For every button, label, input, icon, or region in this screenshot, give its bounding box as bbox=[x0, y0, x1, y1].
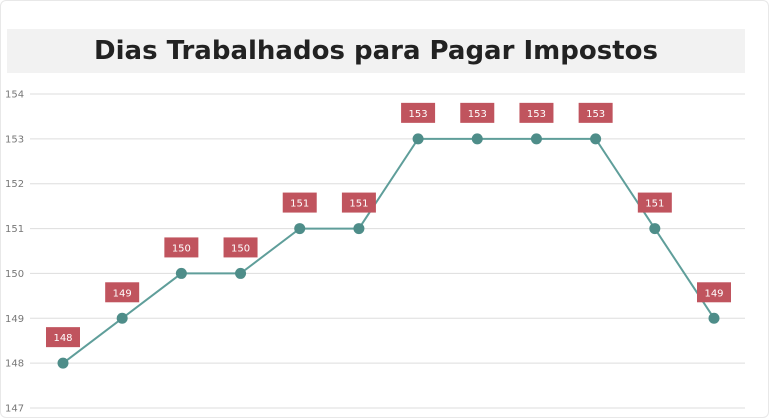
data-label-box bbox=[46, 327, 80, 348]
y-tick-label: 148 bbox=[5, 359, 24, 370]
data-label: 153 bbox=[468, 109, 487, 120]
data-point bbox=[649, 223, 661, 235]
data-label-box bbox=[105, 282, 140, 303]
data-point bbox=[235, 267, 247, 279]
data-label-box bbox=[282, 192, 317, 213]
data-label: 153 bbox=[409, 109, 428, 120]
y-tick-label: 147 bbox=[5, 404, 24, 415]
data-label: 150 bbox=[172, 243, 191, 254]
data-point bbox=[708, 312, 720, 324]
data-label: 150 bbox=[231, 243, 250, 254]
data-point bbox=[57, 357, 69, 369]
data-point bbox=[471, 133, 483, 145]
data-label-box bbox=[460, 102, 495, 123]
data-point bbox=[412, 133, 424, 145]
data-label: 149 bbox=[113, 288, 132, 299]
data-point bbox=[116, 312, 128, 324]
data-label: 153 bbox=[527, 109, 546, 120]
data-point bbox=[175, 267, 187, 279]
data-label: 151 bbox=[645, 199, 664, 210]
data-label-box bbox=[578, 102, 613, 123]
y-tick-label: 151 bbox=[5, 224, 24, 235]
data-label-box bbox=[164, 237, 199, 258]
data-label-box bbox=[401, 102, 436, 123]
data-label-box bbox=[519, 102, 554, 123]
chart-title-bar: Dias Trabalhados para Pagar Impostos bbox=[7, 29, 745, 73]
data-point bbox=[530, 133, 542, 145]
chart-title: Dias Trabalhados para Pagar Impostos bbox=[94, 36, 658, 66]
data-label: 151 bbox=[290, 199, 309, 210]
data-label: 151 bbox=[349, 199, 368, 210]
data-label-box bbox=[697, 282, 731, 303]
data-label: 153 bbox=[586, 109, 605, 120]
y-tick-label: 152 bbox=[5, 179, 24, 190]
data-point bbox=[353, 223, 365, 235]
data-point bbox=[590, 133, 602, 145]
data-label-box bbox=[341, 192, 376, 213]
y-tick-label: 149 bbox=[5, 314, 24, 325]
y-tick-label: 154 bbox=[5, 90, 24, 101]
data-label-box bbox=[637, 192, 672, 213]
y-tick-label: 150 bbox=[5, 269, 24, 280]
data-point bbox=[294, 223, 306, 235]
y-tick-label: 153 bbox=[5, 134, 24, 145]
data-label-box bbox=[223, 237, 258, 258]
series-line bbox=[62, 137, 715, 364]
data-label: 149 bbox=[704, 288, 723, 299]
data-label: 148 bbox=[53, 333, 72, 344]
